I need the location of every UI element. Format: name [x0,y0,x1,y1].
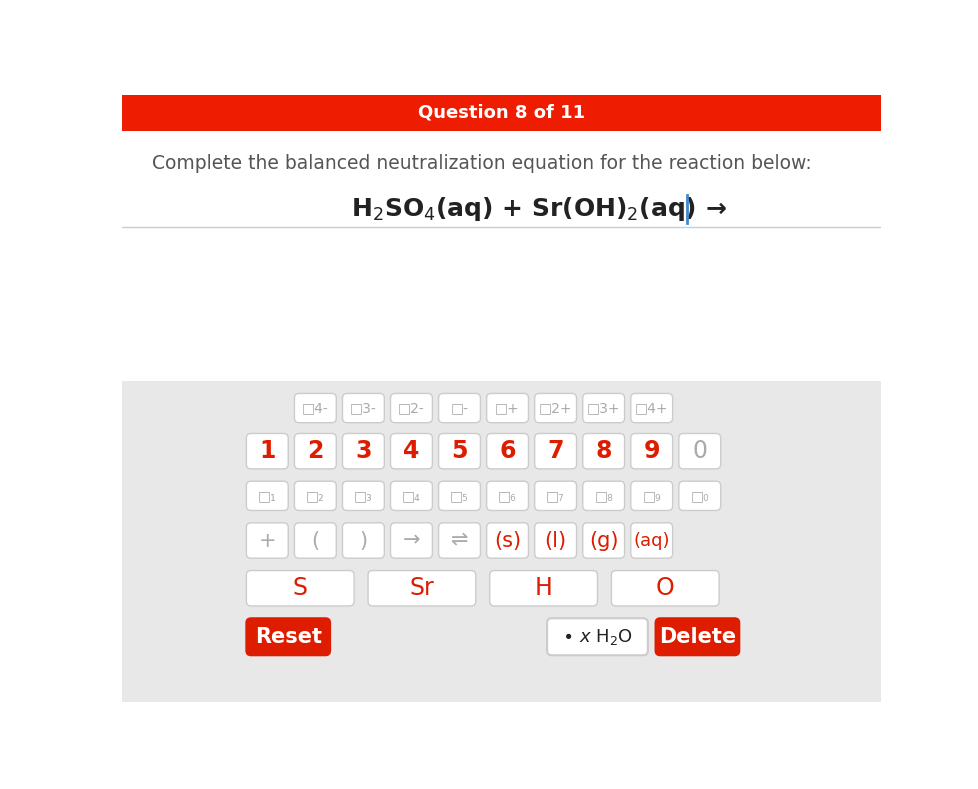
FancyBboxPatch shape [294,523,335,559]
FancyBboxPatch shape [368,570,475,606]
Text: □₆: □₆ [498,489,516,503]
FancyBboxPatch shape [655,619,738,655]
FancyBboxPatch shape [534,433,576,469]
Text: □3-: □3- [350,401,377,415]
Text: →: → [402,530,420,551]
FancyBboxPatch shape [630,481,672,510]
Text: H: H [534,576,552,600]
Text: Delete: Delete [658,626,735,647]
FancyBboxPatch shape [582,481,624,510]
FancyBboxPatch shape [534,523,576,559]
Text: □₈: □₈ [594,489,612,503]
FancyBboxPatch shape [486,394,528,423]
FancyBboxPatch shape [678,433,720,469]
Text: Complete the balanced neutralization equation for the reaction below:: Complete the balanced neutralization equ… [152,155,811,174]
Text: □₅: □₅ [450,489,468,503]
FancyBboxPatch shape [390,481,432,510]
FancyBboxPatch shape [438,481,480,510]
Text: □-: □- [450,401,468,415]
Text: +: + [258,530,276,551]
Text: □₇: □₇ [546,489,564,503]
Text: □₂: □₂ [306,489,325,503]
Text: (l): (l) [544,530,566,551]
Text: Question 8 of 11: Question 8 of 11 [418,104,585,122]
FancyBboxPatch shape [630,433,672,469]
Text: Sr: Sr [409,576,434,600]
Text: (: ( [311,530,319,551]
FancyBboxPatch shape [390,523,432,559]
Text: □₁: □₁ [257,489,277,503]
FancyBboxPatch shape [342,394,384,423]
FancyBboxPatch shape [489,570,597,606]
Text: □₀: □₀ [689,489,708,503]
Text: ): ) [359,530,367,551]
FancyBboxPatch shape [611,570,719,606]
FancyBboxPatch shape [246,433,288,469]
FancyBboxPatch shape [342,433,384,469]
FancyBboxPatch shape [390,433,432,469]
Text: (g): (g) [589,530,618,551]
Text: 7: 7 [547,439,563,463]
FancyBboxPatch shape [582,394,624,423]
Text: 1: 1 [259,439,275,463]
Text: 4: 4 [403,439,420,463]
Text: □2+: □2+ [538,401,572,415]
Text: 5: 5 [451,439,467,463]
Text: 6: 6 [499,439,515,463]
FancyBboxPatch shape [342,523,384,559]
Text: S: S [292,576,307,600]
FancyBboxPatch shape [294,394,335,423]
FancyBboxPatch shape [246,619,330,655]
Text: (s): (s) [494,530,520,551]
FancyBboxPatch shape [486,433,528,469]
FancyBboxPatch shape [582,523,624,559]
Text: 0: 0 [691,439,706,463]
FancyBboxPatch shape [534,481,576,510]
Text: O: O [655,576,674,600]
Text: ⇌: ⇌ [450,530,467,551]
Text: 3: 3 [355,439,372,463]
FancyBboxPatch shape [246,570,354,606]
Text: (aq): (aq) [633,532,669,549]
FancyBboxPatch shape [486,481,528,510]
FancyBboxPatch shape [246,523,288,559]
Text: H$_2$SO$_4$(aq) + Sr(OH)$_2$(aq) →: H$_2$SO$_4$(aq) + Sr(OH)$_2$(aq) → [351,195,726,222]
Text: □₃: □₃ [354,489,373,503]
FancyBboxPatch shape [294,481,335,510]
FancyBboxPatch shape [122,381,880,702]
FancyBboxPatch shape [122,95,880,131]
FancyBboxPatch shape [486,523,528,559]
Text: 8: 8 [595,439,611,463]
Text: □₉: □₉ [642,489,660,503]
Text: 9: 9 [643,439,659,463]
FancyBboxPatch shape [438,433,480,469]
FancyBboxPatch shape [438,523,480,559]
FancyBboxPatch shape [630,394,672,423]
FancyBboxPatch shape [294,433,335,469]
Text: □2-: □2- [398,401,424,415]
Text: □4-: □4- [301,401,329,415]
FancyBboxPatch shape [678,481,720,510]
FancyBboxPatch shape [547,619,647,655]
FancyBboxPatch shape [246,481,288,510]
Text: □3+: □3+ [586,401,620,415]
Text: Reset: Reset [254,626,322,647]
FancyBboxPatch shape [630,523,672,559]
FancyBboxPatch shape [342,481,384,510]
Text: □4+: □4+ [635,401,668,415]
FancyBboxPatch shape [390,394,432,423]
Text: □₄: □₄ [402,489,421,503]
FancyBboxPatch shape [122,131,880,385]
FancyBboxPatch shape [438,394,480,423]
FancyBboxPatch shape [534,394,576,423]
FancyBboxPatch shape [582,433,624,469]
Text: 2: 2 [307,439,323,463]
Text: $\bullet\ x\ \mathrm{H_2O}$: $\bullet\ x\ \mathrm{H_2O}$ [561,626,633,647]
Text: □+: □+ [495,401,519,415]
